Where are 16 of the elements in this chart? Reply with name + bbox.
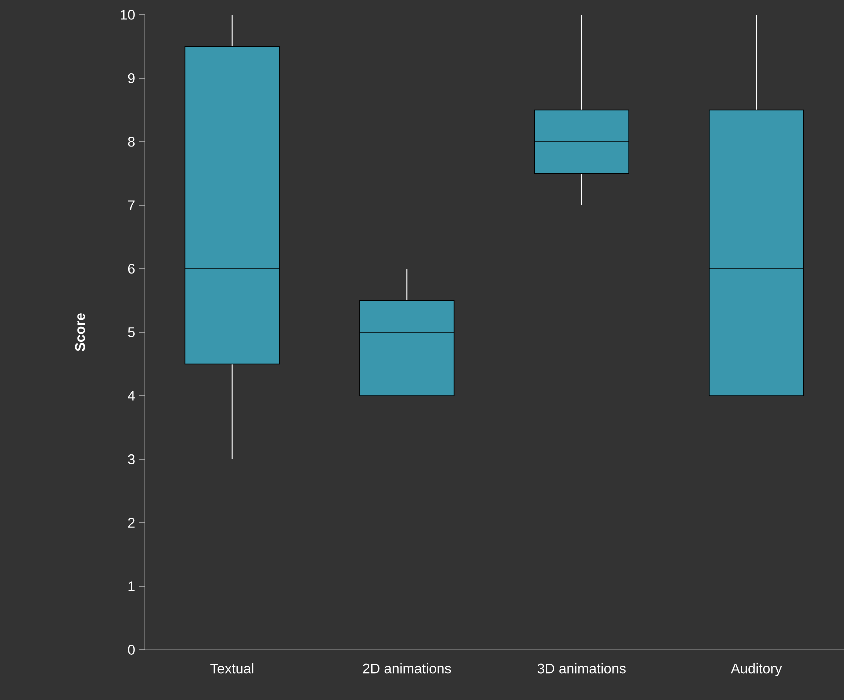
y-tick-label: 6	[128, 264, 135, 274]
y-tick-label: 9	[128, 74, 135, 84]
y-tick-label: 5	[128, 328, 135, 338]
y-tick-label: 7	[128, 200, 135, 210]
y-tick-label: 0	[128, 645, 135, 655]
y-tick-label: 3	[128, 454, 135, 464]
x-tick-label: 3D animations	[538, 663, 626, 674]
x-tick-label: Auditory	[731, 663, 782, 676]
y-tick-label: 2	[128, 518, 135, 528]
x-tick-label: 2D animations	[363, 663, 452, 674]
y-axis-title: Score	[75, 314, 86, 352]
x-tick-label: Textual	[210, 663, 254, 674]
y-tick-label: 4	[128, 391, 136, 401]
y-tick-label: 10	[121, 10, 135, 20]
y-tick-label: 1	[128, 582, 135, 592]
y-tick-label: 8	[128, 137, 135, 147]
